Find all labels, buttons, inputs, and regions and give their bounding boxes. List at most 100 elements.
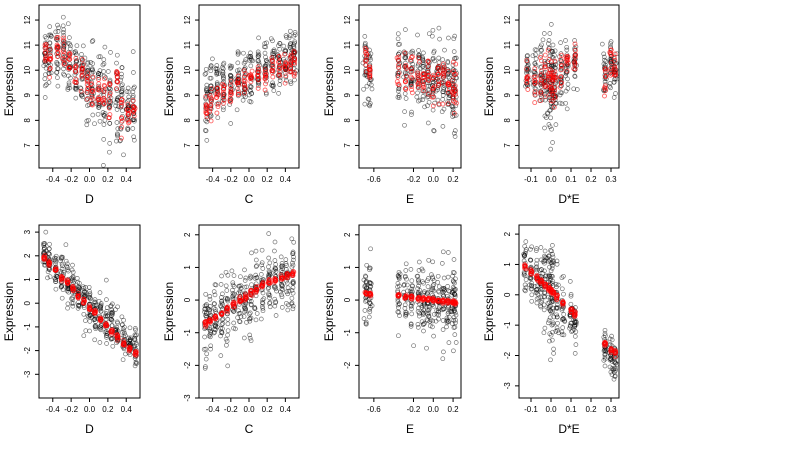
- observed-point: [409, 109, 414, 115]
- panel-5: -0.4 -0.2 0.0 0.2 0.4 -3 -2 -1 0 1 2 3 D Expression: [2, 224, 141, 436]
- fitted-point: [262, 66, 268, 72]
- fitted-point: [47, 47, 53, 52]
- fitted-point: [262, 76, 268, 82]
- fitted-point: [85, 70, 91, 76]
- observed-point: [552, 48, 558, 54]
- fitted-point: [453, 61, 459, 67]
- observed-point: [109, 336, 114, 342]
- observed-point: [78, 85, 83, 91]
- x-tick-label: 0.2: [448, 175, 460, 184]
- fitted-point: [89, 88, 95, 94]
- fitted-point: [559, 67, 564, 73]
- fitted-point: [55, 34, 61, 40]
- fitted-point: [403, 64, 409, 70]
- observed-point: [541, 31, 547, 36]
- fitted-point: [525, 73, 531, 79]
- observed-point: [87, 328, 92, 334]
- observed-point: [611, 79, 617, 85]
- fitted-point: [97, 318, 103, 324]
- fitted-point: [255, 85, 261, 91]
- observed-point: [208, 63, 214, 68]
- observed-point: [432, 100, 437, 106]
- fitted-point: [564, 68, 570, 74]
- fitted-point: [118, 135, 124, 141]
- fitted-point: [119, 97, 125, 103]
- observed-point: [81, 305, 87, 310]
- y-tick-label: -3: [183, 394, 192, 402]
- observed-point: [401, 74, 406, 80]
- observed-point: [214, 70, 220, 76]
- fitted-point: [403, 73, 409, 79]
- fitted-point: [542, 52, 548, 58]
- fitted-point: [75, 290, 81, 296]
- observed-point: [366, 102, 372, 108]
- fitted-point: [450, 95, 456, 101]
- fitted-point: [277, 73, 283, 79]
- observed-point: [203, 66, 209, 72]
- fitted-point: [283, 60, 289, 66]
- x-axis-label: E: [406, 192, 414, 206]
- observed-point: [364, 83, 370, 89]
- y-tick-label: -2: [343, 361, 352, 369]
- observed-point: [445, 74, 451, 80]
- observed-point: [255, 51, 261, 57]
- fitted-point: [55, 50, 61, 56]
- y-tick-label: 1: [503, 262, 512, 267]
- fitted-points: [362, 46, 459, 116]
- observed-point: [131, 134, 137, 140]
- observed-point: [425, 94, 430, 100]
- x-tick-label: 0.3: [605, 175, 617, 184]
- observed-point: [54, 61, 60, 67]
- observed-point: [204, 119, 210, 125]
- observed-point: [59, 255, 64, 261]
- observed-point: [104, 297, 109, 302]
- y-tick-label: -1: [503, 321, 512, 329]
- fitted-point: [603, 88, 608, 93]
- fitted-point: [215, 101, 221, 107]
- observed-point: [532, 86, 538, 91]
- y-tick-label: 11: [503, 40, 512, 49]
- fitted-point: [552, 84, 558, 90]
- fitted-point: [208, 118, 214, 124]
- panel-4: -0.1 0.0 0.1 0.2 0.3 7 8 9 10 11 12 D*E Expression: [482, 4, 620, 206]
- observed-point: [565, 81, 571, 87]
- observed-point: [203, 356, 209, 362]
- observed-point: [126, 94, 132, 100]
- observed-point: [130, 126, 136, 131]
- observed-point: [451, 36, 457, 42]
- fitted-point: [90, 74, 96, 80]
- fitted-point: [291, 69, 297, 75]
- observed-point: [214, 80, 220, 86]
- fitted-point: [431, 75, 436, 80]
- fitted-point: [255, 64, 261, 70]
- observed-point: [283, 78, 289, 83]
- fitted-point: [409, 84, 415, 89]
- observed-point: [76, 304, 82, 309]
- observed-point: [546, 41, 551, 46]
- observed-point: [97, 118, 103, 124]
- fitted-point: [552, 58, 558, 64]
- observed-point: [101, 122, 107, 127]
- observed-point: [107, 141, 113, 146]
- fitted-point: [409, 68, 415, 74]
- fitted-point: [262, 69, 268, 75]
- fitted-point: [119, 118, 125, 124]
- observed-point: [207, 304, 213, 309]
- observed-point: [416, 48, 421, 53]
- fitted-point: [366, 64, 372, 70]
- observed-point: [73, 95, 79, 101]
- fitted-point: [282, 64, 288, 69]
- observed-point: [53, 279, 58, 284]
- fitted-point: [96, 76, 101, 82]
- observed-point: [58, 268, 64, 274]
- fitted-point: [66, 51, 72, 57]
- observed-point: [277, 46, 283, 52]
- observed-point: [219, 65, 225, 70]
- y-tick-label: 8: [23, 118, 32, 123]
- observed-point: [270, 82, 276, 88]
- fitted-point: [96, 97, 102, 102]
- observed-point: [236, 70, 242, 76]
- fitted-point: [241, 77, 247, 83]
- observed-point: [540, 37, 546, 43]
- observed-point: [202, 71, 208, 77]
